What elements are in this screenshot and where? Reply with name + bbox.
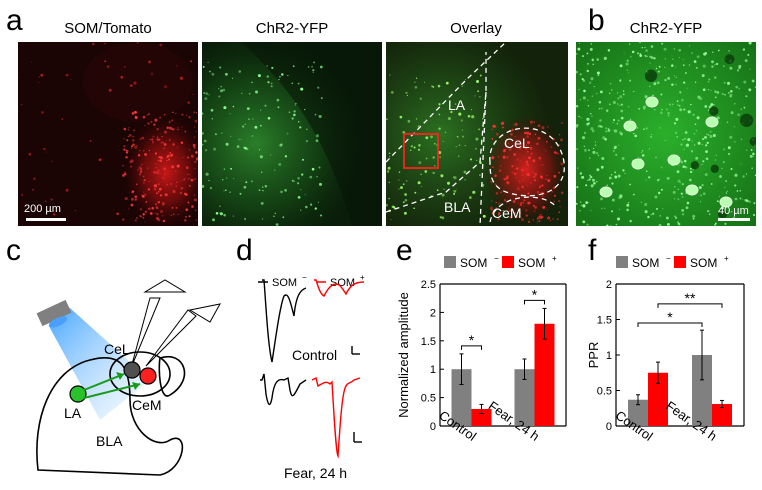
y-tick-chart-f-0: 0 [606, 421, 612, 433]
legend-sup-chart-f-0: − [666, 254, 671, 263]
bar-chart-f-1-1 [712, 403, 732, 426]
y-tick-chart-f-3: 1.5 [597, 315, 612, 327]
bar-chart-e-0-1 [471, 408, 492, 426]
title-b-chr2-yfp: ChR2-YFP [629, 20, 703, 37]
bar-chart-f-0-1 [648, 372, 668, 426]
panel-letter-e: e [396, 234, 413, 267]
title-chr2-yfp: ChR2-YFP [255, 20, 329, 37]
y-tick-chart-f-1: 0.5 [597, 386, 612, 398]
y-label-chart-f: PPR [586, 342, 601, 369]
panel-letter-f: f [588, 234, 597, 267]
panel-letter-c: c [6, 234, 21, 267]
y-tick-chart-f-4: 2 [606, 279, 612, 291]
sig-star-f-0: * [667, 309, 673, 325]
image-chr2-yfp [202, 42, 382, 226]
y-tick-chart-e-5: 2.5 [421, 279, 436, 291]
legend-som-minus: SOM [272, 277, 297, 289]
bar-chart-f-1-0 [692, 355, 712, 426]
traces-panel: SOM − SOM + Control Fear, 24 h [258, 273, 365, 481]
legend-swatch-chart-e-1 [502, 256, 514, 268]
y-tick-chart-e-0: 0 [430, 421, 436, 433]
svg-text:+: + [360, 273, 365, 282]
sig-bracket-e-0 [461, 345, 482, 350]
y-tick-chart-e-1: 0.5 [421, 393, 436, 405]
legend-swatch-chart-e-0 [444, 256, 456, 268]
label-fear-24h: Fear, 24 h [284, 465, 347, 481]
legend-label-chart-f-0: SOM [632, 256, 659, 270]
sig-bracket-e-1 [524, 299, 545, 305]
legend-label-chart-f-1: SOM [690, 256, 717, 270]
schematic-circuit: CeL LA CeM BLA [36, 279, 221, 476]
label-control: Control [292, 347, 337, 363]
image-overlay: LA CeL BLA CeM [386, 42, 568, 226]
region-la: LA [448, 97, 466, 113]
label-cem: CeM [132, 397, 162, 413]
led-icon [36, 299, 72, 327]
image-som-tomato: 200 µm [18, 42, 198, 226]
y-tick-chart-e-2: 1 [430, 364, 436, 376]
scalebar-200um: 200 µm [24, 203, 61, 215]
legend-sup-chart-f-1: + [724, 254, 729, 263]
legend-label-chart-e-1: SOM [518, 256, 545, 270]
legend-sup-chart-e-1: + [552, 254, 557, 263]
y-tick-chart-e-4: 2 [430, 307, 436, 319]
panel-letter-a: a [6, 4, 23, 37]
panel-letter-d: d [236, 234, 253, 267]
bar-chart-e-0-0 [451, 369, 472, 426]
label-cel: CeL [104, 341, 130, 357]
sig-star-e-0: * [469, 332, 475, 348]
label-la: LA [64, 405, 82, 421]
legend-sup-chart-e-0: − [494, 254, 499, 263]
sig-star-e-1: * [532, 286, 538, 302]
legend-swatch-chart-f-0 [616, 256, 628, 268]
legend-swatch-chart-f-1 [674, 256, 686, 268]
y-tick-chart-e-3: 1.5 [421, 336, 436, 348]
scalebar-40um: 40 µm [718, 205, 749, 217]
region-cem: CeM [492, 205, 522, 221]
title-overlay: Overlay [450, 20, 502, 37]
neuron-la-icon [69, 385, 87, 403]
legend-label-chart-e-0: SOM [460, 256, 487, 270]
neuron-cem-icon [139, 367, 157, 385]
region-cel: CeL [504, 135, 530, 151]
legend-som-plus: SOM [330, 277, 355, 289]
panel-letter-b: b [588, 4, 605, 37]
bar-chart-f-0-0 [628, 399, 648, 426]
bar-chart-e-1-0 [514, 369, 535, 426]
region-bla: BLA [444, 199, 471, 215]
title-som-tomato: SOM/Tomato [64, 20, 152, 37]
svg-text:−: − [302, 273, 307, 282]
neuron-cel-icon [123, 361, 141, 379]
image-b-chr2-yfp: 40 µm [576, 42, 756, 226]
y-tick-chart-f-2: 1 [606, 350, 612, 362]
sig-bracket-f-1 [657, 303, 723, 308]
label-bla: BLA [96, 433, 123, 449]
sig-star-f-1: ** [685, 290, 696, 306]
bar-chart-e-1-1 [534, 323, 555, 426]
y-label-chart-e: Normalized amplitude [396, 292, 411, 418]
sig-bracket-f-0 [637, 322, 703, 328]
